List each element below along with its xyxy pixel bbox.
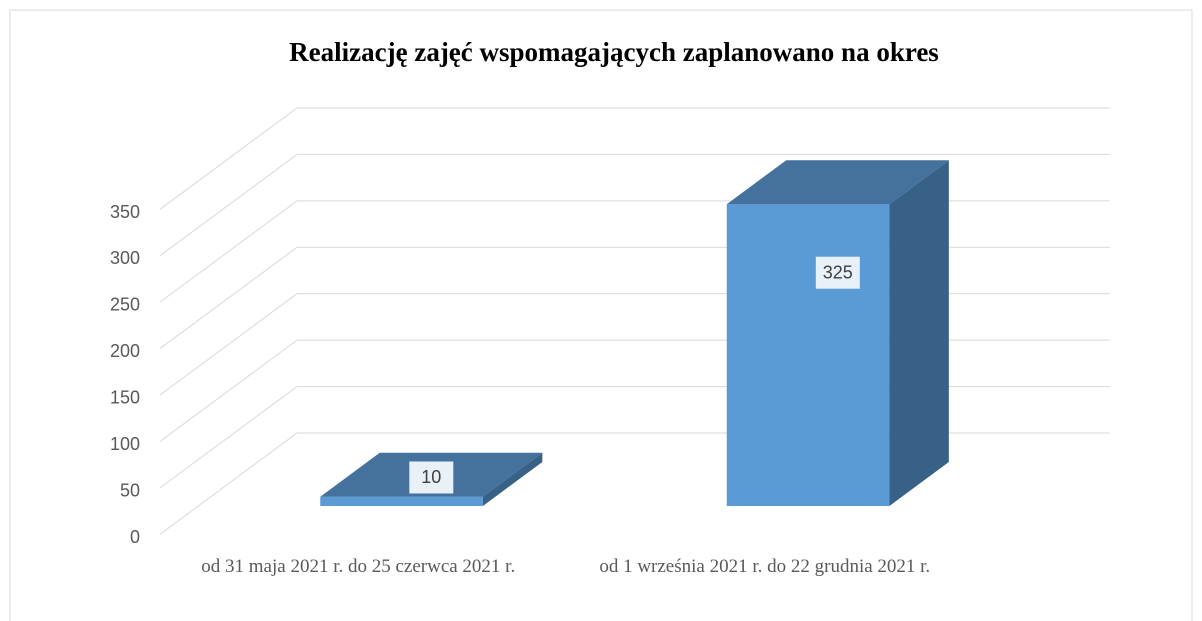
data-label: 10	[421, 467, 441, 487]
grid-line	[159, 246, 298, 349]
y-tick-label: 0	[130, 527, 140, 547]
grid-line	[159, 200, 298, 303]
data-label: 325	[823, 262, 853, 282]
x-tick-label: od 31 maja 2021 r. do 25 czerwca 2021 r.	[201, 556, 516, 577]
bar-front	[320, 496, 483, 506]
bar-front	[726, 204, 890, 506]
bar-top	[726, 160, 949, 205]
grid-line	[159, 107, 298, 210]
grid-line	[159, 154, 298, 257]
chart-border	[9, 9, 1193, 621]
y-tick-label: 350	[110, 202, 140, 222]
y-tick-label: 200	[110, 341, 140, 361]
grid-line	[159, 432, 298, 535]
bar-side	[482, 452, 543, 506]
y-tick-label: 150	[110, 387, 140, 407]
bar-side	[889, 160, 949, 506]
y-tick-label: 250	[110, 295, 140, 315]
grid-line	[159, 386, 298, 489]
data-label-box	[815, 256, 860, 289]
y-tick-label: 100	[110, 434, 140, 454]
x-tick-label: od 1 września 2021 r. do 22 grudnia 2021…	[599, 556, 931, 577]
y-tick-label: 50	[120, 480, 140, 500]
chart-title: Realizację zajęć wspomagających zaplanow…	[289, 37, 939, 67]
grid-line	[159, 339, 298, 442]
y-tick-label: 300	[110, 248, 140, 268]
grid-line	[159, 293, 298, 396]
data-label-box	[409, 461, 454, 494]
